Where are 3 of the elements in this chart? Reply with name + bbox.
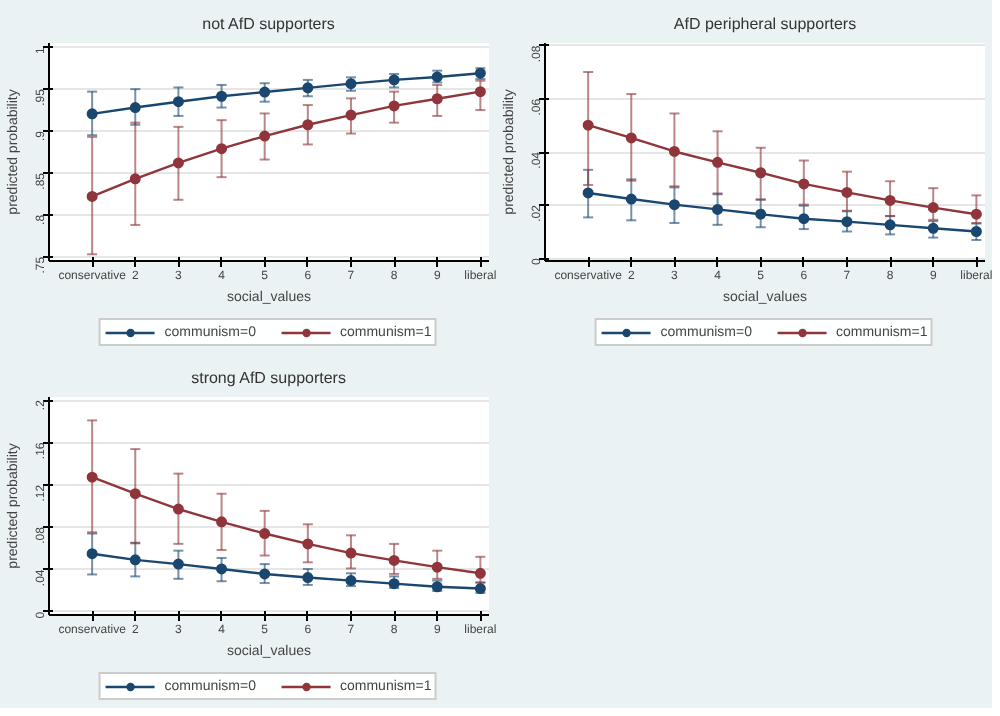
chart-title: not AfD supporters [202,15,335,33]
chart-title: strong AfD supporters [191,369,346,387]
chart-title: AfD peripheral supporters [673,15,857,33]
